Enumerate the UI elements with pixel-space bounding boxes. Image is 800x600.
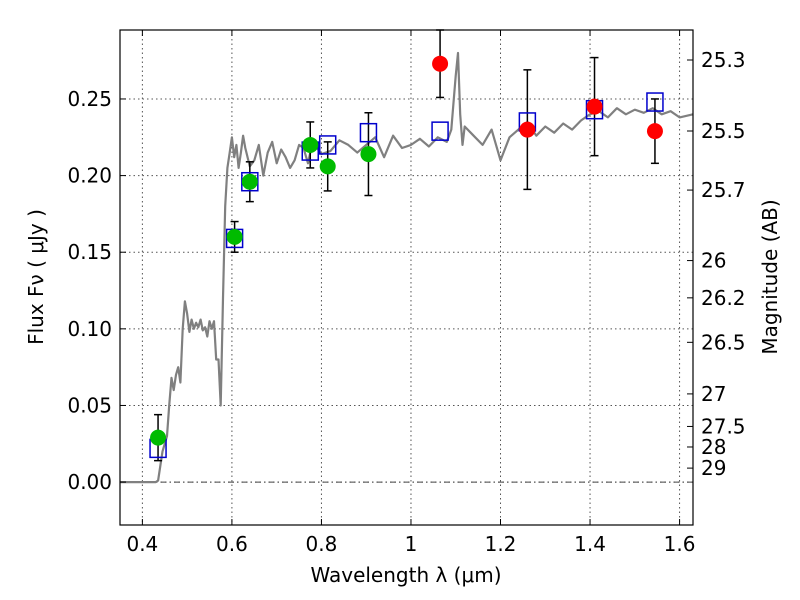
y-tick-label: 0.15	[67, 240, 112, 264]
x-tick-label: 0.4	[126, 532, 158, 556]
model-photometry-square	[646, 92, 664, 112]
x-ticks: 0.4 0.6 0.8 1 1.2 1.4 1.6	[126, 30, 695, 556]
magnitude-tick-label: 25.5	[701, 119, 746, 143]
magnitude-tick-label: 27.5	[701, 414, 746, 438]
model-spectrum-layer	[120, 51, 694, 484]
photometry-point	[360, 146, 377, 163]
model-photometry-square	[431, 121, 449, 141]
photometry-point	[302, 136, 319, 153]
grid-lines	[120, 30, 693, 525]
magnitude-tick-label: 26.2	[701, 286, 746, 310]
model-photometry-square	[318, 135, 337, 155]
magnitude-tick-label: 29	[701, 456, 726, 480]
magnitude-tick-label: 25.7	[701, 178, 746, 202]
x-axis-label: Wavelength λ (μm)	[310, 563, 501, 587]
y-axis-label: Flux Fν ( μJy )	[24, 209, 48, 345]
magnitude-tick-label: 27	[701, 382, 726, 406]
x-tick-label: 1.6	[664, 532, 696, 556]
photometry-point	[150, 429, 167, 446]
photometry-point	[319, 158, 336, 175]
y-tick-label: 0.00	[67, 470, 112, 494]
y-tick-label: 0.05	[67, 393, 112, 417]
y2-axis-label: Magnitude (AB)	[758, 199, 782, 354]
errorbar-layer	[154, 29, 659, 462]
model-spectrum-line	[120, 51, 694, 484]
photometry-point	[586, 98, 603, 115]
photometry-point	[226, 228, 243, 245]
y-tick-label: 0.20	[67, 164, 112, 188]
y-ticks: 0.00 0.05 0.10 0.15 0.20 0.25	[67, 87, 126, 494]
magnitude-tick-label: 28	[701, 435, 726, 459]
model-photometry-square	[359, 122, 378, 143]
magnitude-tick-label: 25.3	[701, 48, 746, 72]
photometry-point	[519, 121, 536, 138]
photometry-point	[432, 55, 449, 72]
y-tick-label: 0.25	[67, 87, 112, 111]
photometry-point	[241, 173, 258, 190]
x-tick-label: 1	[405, 532, 418, 556]
model-photometry-layer	[149, 92, 664, 459]
x-tick-label: 0.6	[216, 532, 248, 556]
plot-frame	[119, 29, 694, 526]
x-tick-label: 0.8	[306, 532, 338, 556]
y-tick-label: 0.10	[67, 317, 112, 341]
magnitude-tick-label: 26.5	[701, 330, 746, 354]
magnitude-tick-label: 26	[701, 249, 726, 273]
observed-photometry-layer	[150, 55, 663, 446]
x-tick-label: 1.2	[485, 532, 517, 556]
x-tick-label: 1.4	[574, 532, 606, 556]
photometry-point	[646, 123, 663, 140]
